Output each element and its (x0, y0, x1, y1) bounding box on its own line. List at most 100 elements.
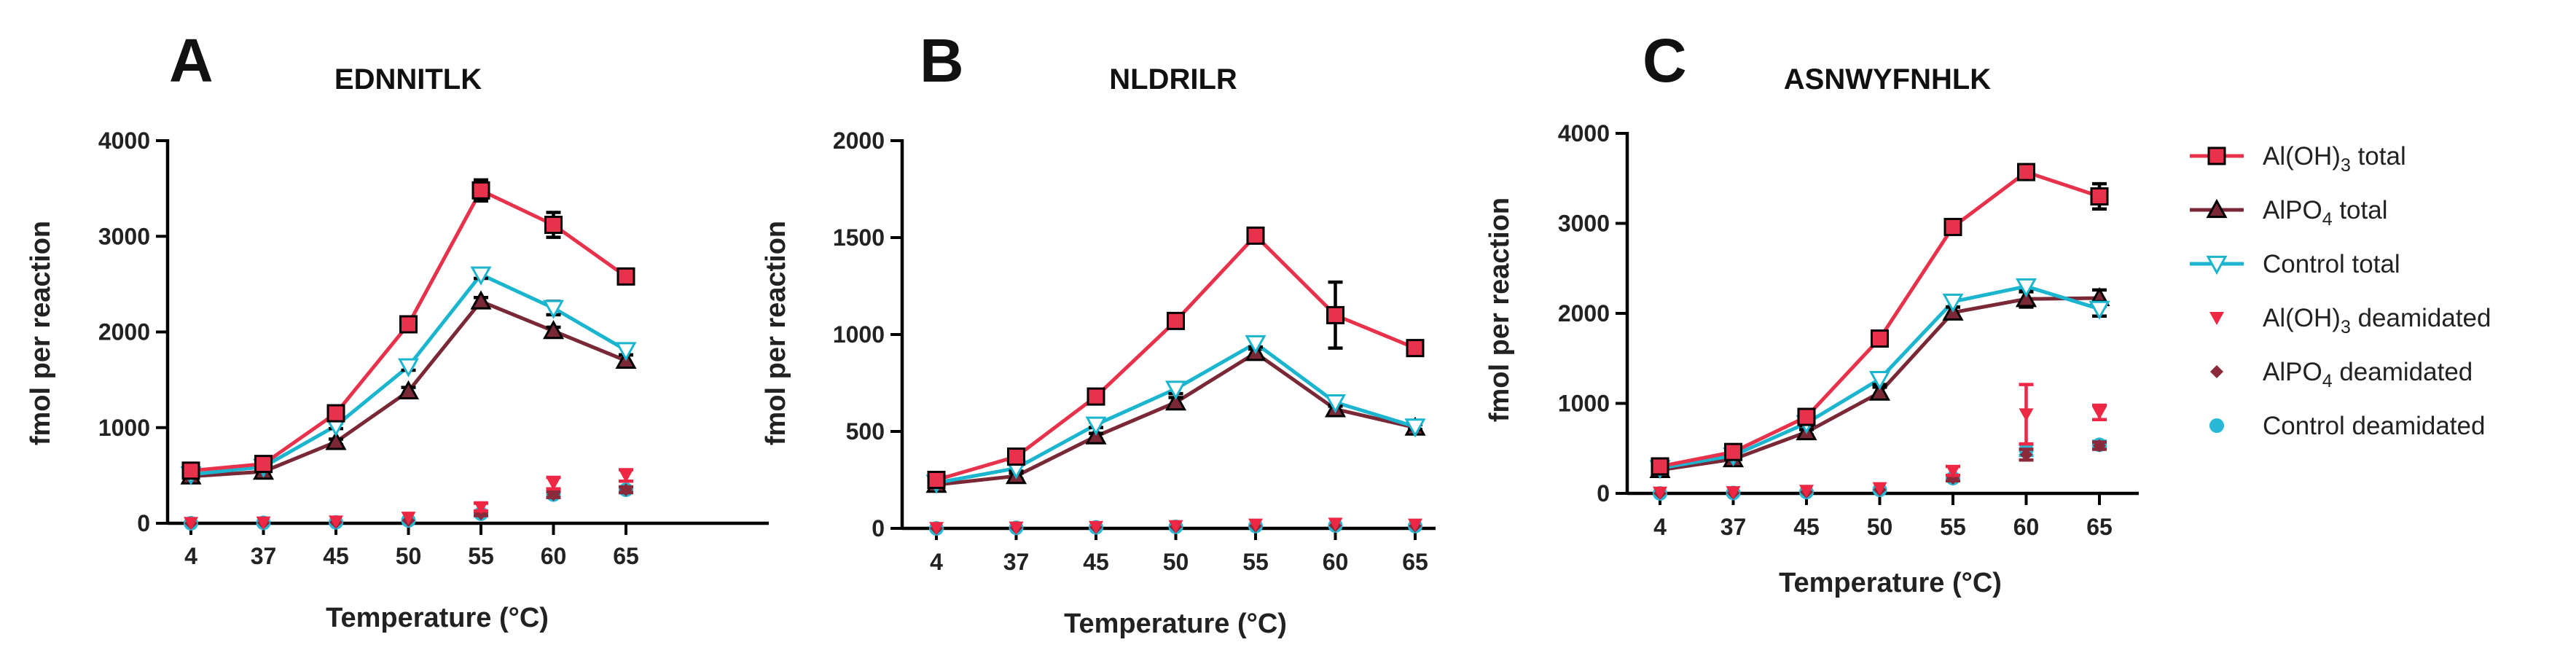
data-point-aloh_deam (1799, 485, 1814, 498)
data-point-alpo_total (1868, 381, 1891, 401)
legend-label: AlPO4 total (2263, 196, 2388, 230)
data-point-control_total (615, 342, 637, 361)
panel-b-plot: 0 500 1000 1500 2000 4 37 45 50 55 60 65 (833, 128, 1436, 575)
x-tick-label: 60 (2013, 514, 2040, 540)
legend-marker (2206, 198, 2228, 219)
x-tick-label: 65 (613, 543, 639, 569)
legend-item-alpo_total: AlPO4 total (2190, 196, 2388, 230)
y-tick-label: 1000 (833, 321, 885, 348)
data-point-aloh_deam (256, 516, 271, 530)
x-tick-label: 55 (468, 543, 494, 569)
data-point-aloh_deam (474, 501, 488, 515)
data-point-aloh_total (1871, 329, 1889, 348)
data-point-aloh_total (1246, 226, 1265, 245)
data-point-aloh_total (1406, 339, 1425, 358)
legend-marker (2209, 418, 2224, 433)
data-point-control_total (397, 358, 420, 378)
series-line (936, 232, 1416, 482)
y-tick-label: 4000 (98, 128, 150, 154)
panel-a-plot: 0 1000 2000 3000 4000 4 37 45 50 55 60 65 (98, 128, 769, 569)
data-point-alpo_deam (619, 483, 633, 497)
data-point-alpo_total (1164, 391, 1187, 411)
data-point-aloh_deam (1408, 518, 1422, 532)
data-point-aloh_deam (1248, 518, 1263, 532)
x-tick-label: 4 (1653, 514, 1667, 540)
data-point-aloh_deam (1009, 521, 1024, 535)
data-point-aloh_deam (619, 469, 633, 483)
x-tick-label: 45 (1083, 549, 1109, 575)
series-aloh_total (927, 226, 1425, 489)
data-point-aloh_total (2090, 187, 2109, 206)
legend-label: Control deamidated (2263, 412, 2485, 440)
legend-label: Al(OH)3 total (2263, 142, 2406, 176)
series-control_total (1649, 278, 2110, 480)
data-point-aloh_deam (2092, 406, 2107, 420)
data-point-aloh_total (254, 455, 273, 474)
y-tick-label: 1500 (833, 224, 885, 251)
series-control_total (180, 266, 637, 486)
data-point-control_total (2015, 278, 2037, 298)
legend: Al(OH)3 total AlPO4 total Control total Al(… (2190, 142, 2491, 440)
panel-b-ylabel: fmol per reaction (761, 221, 791, 445)
data-point-aloh_deam (2019, 408, 2034, 422)
x-tick-label: 4 (930, 549, 943, 575)
data-point-aloh_total (1943, 217, 1962, 236)
data-point-aloh_deam (184, 517, 198, 531)
data-point-aloh_total (1724, 442, 1742, 461)
y-tick-label: 0 (872, 515, 885, 541)
data-point-aloh_total (471, 181, 490, 200)
x-tick-label: 50 (1163, 549, 1189, 575)
x-tick-label: 37 (1720, 514, 1747, 540)
data-point-alpo_total (470, 290, 492, 310)
data-point-control_total (1942, 293, 1964, 313)
panel-a: A EDNNITLK fmol per reaction Temperature… (26, 26, 769, 633)
y-tick-label: 1000 (1558, 391, 1610, 417)
data-point-aloh_deam (1726, 486, 1741, 500)
data-point-aloh_total (1007, 447, 1025, 466)
legend-marker (2210, 365, 2223, 378)
data-point-aloh_total (1797, 407, 1816, 426)
data-point-control_total (1404, 418, 1426, 438)
data-point-aloh_total (2017, 163, 2035, 181)
x-tick-label: 65 (1402, 549, 1428, 575)
series-aloh_total (181, 178, 635, 480)
x-tick-label: 60 (1323, 549, 1349, 575)
x-tick-label: 37 (1003, 549, 1030, 575)
panel-c-ylabel: fmol per reaction (1484, 197, 1515, 422)
x-tick-label: 4 (184, 543, 197, 569)
data-point-control_total (1164, 380, 1187, 400)
y-tick-label: 1000 (98, 415, 150, 441)
data-point-aloh_deam (1089, 520, 1103, 534)
data-point-alpo_total (325, 431, 347, 450)
data-point-aloh_deam (546, 477, 561, 490)
data-point-aloh_deam (929, 522, 944, 536)
y-tick-label: 2000 (98, 319, 150, 345)
data-point-aloh_deam (1653, 486, 1667, 500)
y-tick-label: 500 (846, 418, 885, 445)
y-tick-label: 0 (1597, 480, 1610, 506)
data-point-control_total (2088, 300, 2110, 320)
data-point-alpo_total (542, 320, 565, 340)
series-aloh_deam (184, 468, 633, 531)
data-point-aloh_total (616, 267, 635, 286)
legend-item-alpo_deam: AlPO4 deamidated (2210, 358, 2473, 391)
data-point-aloh_deam (1328, 517, 1343, 531)
legend-item-control_deam: Control deamidated (2209, 412, 2485, 440)
x-tick-label: 37 (251, 543, 277, 569)
legend-label: Control total (2263, 250, 2400, 278)
series-aloh_total (1651, 163, 2109, 476)
panel-b-title: NLDRILR (1109, 63, 1237, 95)
y-tick-label: 2000 (833, 128, 885, 154)
data-point-aloh_deam (329, 515, 343, 529)
y-tick-label: 4000 (1558, 120, 1610, 146)
panel-c-plot: 0 1000 2000 3000 4000 4 37 45 50 55 60 65 (1558, 120, 2139, 540)
panel-b: B NLDRILR fmol per reaction Temperature … (761, 26, 1436, 639)
data-point-aloh_total (1651, 457, 1669, 476)
data-point-aloh_deam (1168, 520, 1183, 533)
panel-a-title: EDNNITLK (334, 63, 482, 95)
legend-marker (2206, 255, 2228, 275)
data-point-aloh_total (1326, 305, 1344, 324)
data-point-aloh_total (399, 315, 418, 334)
panel-letter-a: A (169, 26, 214, 95)
